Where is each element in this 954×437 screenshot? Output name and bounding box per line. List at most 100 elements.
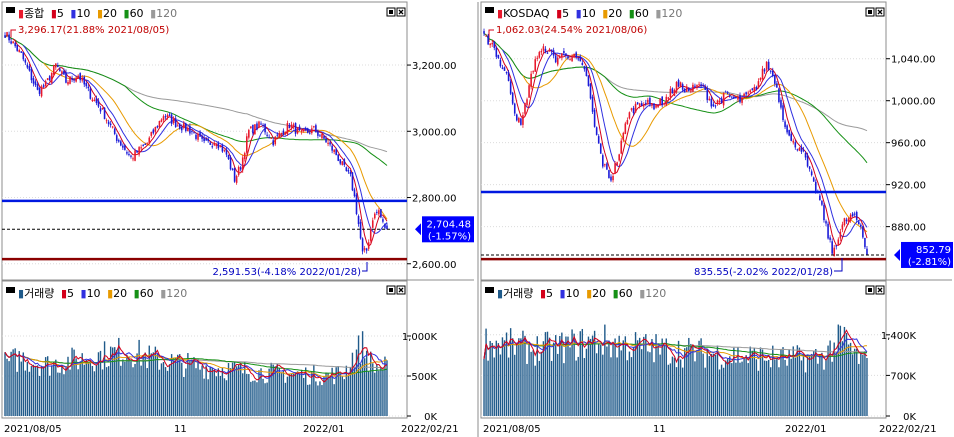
volume-bar — [700, 338, 702, 416]
candle-body — [780, 99, 782, 108]
candle-body — [843, 218, 846, 226]
candle — [675, 81, 678, 94]
candle-body — [128, 154, 130, 156]
volume-bar — [718, 369, 721, 416]
volume-bar — [679, 359, 682, 416]
candle — [252, 124, 254, 136]
candle-body — [528, 85, 530, 98]
volume-bar — [643, 336, 645, 416]
volume-bar — [317, 385, 319, 416]
volume-bar — [372, 363, 374, 416]
candle-body — [337, 154, 340, 161]
candle-body — [735, 97, 737, 99]
volume-bar — [321, 385, 323, 416]
candle — [585, 65, 588, 77]
candle — [604, 163, 606, 168]
candle — [185, 122, 187, 133]
candle-body — [642, 104, 645, 107]
volume-bar — [351, 352, 354, 416]
candle — [806, 152, 809, 168]
kosdaq-close-button[interactable] — [875, 7, 885, 17]
kosdaq-volume-maximize-button[interactable] — [865, 285, 875, 295]
kosdaq-volume-close-button[interactable] — [875, 285, 885, 295]
candle-body — [759, 77, 762, 81]
candle-body — [563, 51, 565, 54]
candle-body — [587, 75, 590, 86]
candle — [382, 216, 384, 224]
volume-bar — [663, 343, 665, 416]
candle-body — [225, 149, 228, 155]
candle-body — [544, 48, 547, 53]
volume-bar — [548, 337, 551, 416]
candle-body — [250, 126, 252, 129]
candle-body — [515, 114, 518, 121]
candle — [755, 85, 758, 91]
candle — [499, 57, 502, 68]
candle — [804, 151, 807, 161]
candle-body — [827, 223, 829, 239]
candle-body — [706, 87, 709, 100]
candle — [827, 221, 829, 240]
candle-body — [518, 117, 520, 123]
candle-body — [107, 121, 110, 125]
volume-bar — [365, 350, 368, 416]
kospi-close-button[interactable] — [396, 7, 406, 17]
volume-bar — [14, 348, 16, 416]
volume-bar — [341, 376, 343, 416]
volume-bar — [174, 357, 177, 416]
volume-bar — [786, 365, 788, 416]
candle — [315, 123, 317, 133]
candle — [857, 219, 860, 225]
volume-bar — [554, 335, 557, 416]
volume-bar — [6, 358, 8, 416]
candle-body — [804, 153, 807, 158]
volume-bar — [335, 367, 337, 416]
kosdaq-volume-legend-marker — [485, 287, 494, 293]
volume-bar — [134, 363, 136, 416]
kosdaq-low-note: 835.55(-2.02% 2022/01/28) — [694, 267, 833, 278]
volume-bar — [860, 352, 862, 416]
kosdaq-legend-marker — [485, 7, 494, 13]
volume-bar — [233, 361, 236, 416]
candle-body — [675, 81, 678, 92]
candle-body — [763, 69, 766, 72]
candle-body — [782, 105, 784, 121]
candle — [528, 83, 530, 98]
candle-body — [280, 132, 283, 135]
candle-body — [209, 142, 212, 145]
volume-bar — [692, 346, 694, 416]
candle — [120, 139, 122, 147]
kospi-maximize-button[interactable] — [386, 7, 396, 17]
candle — [319, 134, 321, 137]
volume-bar — [172, 358, 175, 416]
candle — [221, 143, 224, 153]
volume-bar — [225, 380, 228, 416]
volume-bar — [95, 364, 98, 416]
candle — [61, 70, 63, 77]
candle — [294, 122, 297, 137]
kospi-volume-close-button[interactable] — [396, 285, 406, 295]
volume-tick-label: 700K — [890, 371, 916, 382]
candle-body — [365, 248, 368, 251]
candle — [101, 107, 104, 110]
candle-body — [308, 132, 311, 134]
volume-bar — [708, 356, 710, 416]
kosdaq-maximize-button[interactable] — [865, 7, 875, 17]
candle — [718, 97, 721, 105]
candle — [278, 130, 281, 137]
volume-bar — [337, 366, 339, 416]
kospi-volume-maximize-button[interactable] — [386, 285, 396, 295]
volume-bar — [81, 353, 83, 416]
candle-body — [692, 84, 694, 92]
candle — [864, 237, 866, 250]
volume-bar — [593, 330, 596, 416]
volume-bar — [105, 367, 108, 416]
candle-body — [739, 95, 741, 103]
candle — [825, 219, 827, 227]
candle-body — [317, 131, 319, 136]
volume-bar — [503, 340, 506, 416]
volume-bar — [530, 351, 532, 416]
candle-body — [26, 64, 29, 68]
volume-bar — [559, 336, 561, 416]
volume-bar — [763, 360, 766, 416]
